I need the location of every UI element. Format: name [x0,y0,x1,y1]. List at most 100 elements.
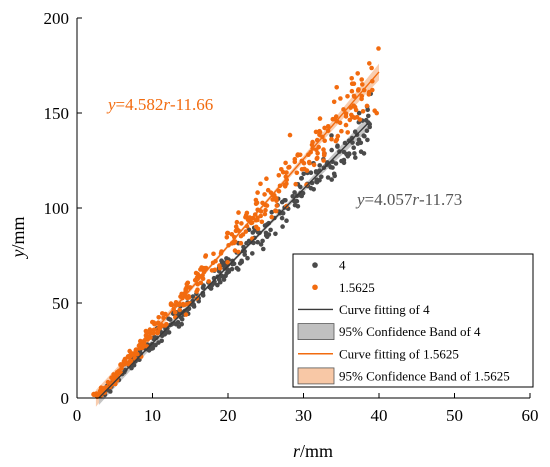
data-point [284,218,289,223]
data-point [329,136,334,142]
data-point [255,226,261,232]
data-point [367,61,372,66]
data-point [317,128,322,134]
data-point [162,323,168,328]
data-point [270,197,275,202]
data-point [330,116,336,122]
data-point [185,280,191,286]
data-point [355,141,361,146]
data-point [345,94,350,99]
legend-item: Curve fitting of 4 [298,302,430,317]
data-point [268,227,273,233]
data-point [262,192,267,197]
data-point [295,152,301,157]
data-point [321,158,326,163]
x-tick-label: 40 [371,406,388,425]
data-point [219,258,224,264]
data-point [262,211,268,217]
data-point [293,181,299,187]
data-point [237,261,243,266]
data-point [163,330,169,336]
y-tick-label: 150 [44,104,70,123]
data-point [206,279,211,284]
equation-15625: y=4.582r-11.66 [106,95,213,114]
data-point [298,184,303,190]
x-tick-label: 50 [446,406,463,425]
data-point [238,240,244,246]
data-point [339,128,344,134]
eq-4-var-y: y [355,190,365,209]
data-point [360,82,365,87]
data-point [274,203,280,208]
data-point [359,77,365,82]
data-point [232,239,238,244]
data-point [311,162,317,168]
data-point [322,125,327,131]
data-point [177,307,182,313]
data-point [225,230,230,236]
data-point [264,203,270,208]
data-point [342,140,348,146]
data-point [341,149,347,155]
data-point [234,219,240,225]
data-point [255,215,260,221]
y-axis-title: y/mm [8,216,28,259]
legend-marker [312,262,318,268]
data-point [295,204,301,209]
data-point [364,128,370,133]
data-point [178,294,183,299]
data-point [242,252,247,257]
data-point [310,139,315,145]
data-point [208,286,214,291]
data-point [317,116,323,121]
data-point [239,221,244,226]
data-point [356,137,362,143]
y-tick-label: 100 [44,199,70,218]
data-point [191,304,197,309]
data-point [276,188,282,194]
equation-4: y=4.057r-11.73 [355,190,462,209]
data-point [343,122,349,128]
data-point [232,248,238,253]
data-point [313,129,319,135]
data-point [329,147,335,153]
data-point [155,330,160,336]
data-point [349,76,355,81]
data-point [364,103,370,109]
data-point [91,392,96,397]
data-point [355,71,361,76]
data-point [333,138,339,144]
eq-15625-mid: =4.582 [116,95,164,114]
x-tick-label: 0 [73,406,82,425]
data-point [347,151,352,157]
legend-swatch [297,323,335,340]
data-point [306,159,312,165]
data-point [258,242,264,247]
legend-swatch [297,367,335,385]
data-point [290,194,296,199]
data-point [349,112,354,118]
data-point [353,155,358,160]
x-tick-label: 20 [220,406,237,425]
fit-lines [95,71,380,399]
data-point [236,249,241,255]
data-point [149,346,154,351]
y-axis-ticks: 0 50 100 150 200 [44,9,82,408]
legend-label: 95% Confidence Band of 1.5625 [339,368,510,383]
data-point [195,287,200,293]
data-point [246,238,252,244]
data-point [201,268,206,273]
y-tick-label: 50 [52,294,69,313]
data-point [111,372,116,377]
legend-item: 95% Confidence Band of 1.5625 [297,367,510,385]
data-point [178,315,184,320]
legend-item: 95% Confidence Band of 4 [297,323,481,340]
data-point [269,209,275,215]
data-point [157,326,163,331]
legend-box [292,253,534,388]
legend-label: 1.5625 [339,280,375,295]
legend: 4 1.5625 Curve fitting of 4 95% Confidence … [292,253,534,388]
data-point [243,214,248,220]
data-point [261,246,266,252]
x-axis-var: r [293,441,301,461]
